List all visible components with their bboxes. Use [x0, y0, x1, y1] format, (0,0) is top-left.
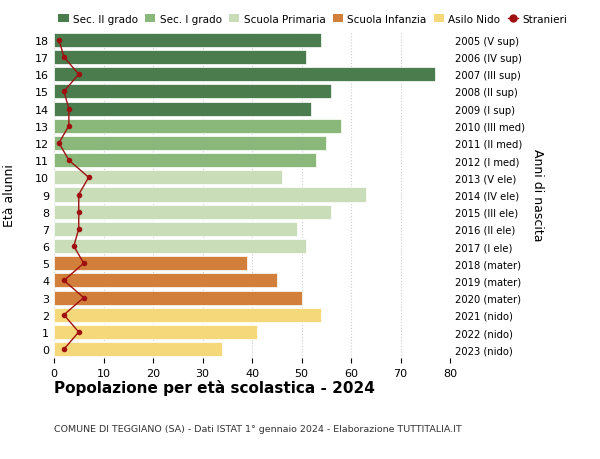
Point	[64, 123, 74, 130]
Bar	[54, 257, 247, 271]
Bar	[54, 85, 331, 99]
Y-axis label: Anni di nascita: Anni di nascita	[532, 149, 544, 241]
Bar	[54, 119, 341, 134]
Y-axis label: Età alunni: Età alunni	[2, 164, 16, 226]
Bar	[54, 274, 277, 288]
Bar	[54, 51, 307, 65]
Point	[74, 208, 83, 216]
Bar	[54, 34, 322, 48]
Bar	[54, 188, 366, 202]
Point	[64, 157, 74, 164]
Bar	[54, 205, 331, 219]
Point	[59, 54, 69, 62]
Bar	[54, 240, 307, 253]
Bar	[54, 102, 311, 116]
Point	[54, 140, 64, 147]
Legend: Sec. II grado, Sec. I grado, Scuola Primaria, Scuola Infanzia, Asilo Nido, Stran: Sec. II grado, Sec. I grado, Scuola Prim…	[54, 11, 571, 29]
Point	[84, 174, 94, 182]
Point	[74, 191, 83, 199]
Text: COMUNE DI TEGGIANO (SA) - Dati ISTAT 1° gennaio 2024 - Elaborazione TUTTITALIA.I: COMUNE DI TEGGIANO (SA) - Dati ISTAT 1° …	[54, 425, 462, 433]
Bar	[54, 222, 296, 236]
Point	[59, 89, 69, 96]
Point	[59, 277, 69, 285]
Point	[74, 71, 83, 78]
Bar	[54, 171, 282, 185]
Point	[69, 243, 79, 250]
Point	[79, 260, 89, 267]
Bar	[54, 325, 257, 339]
Point	[74, 226, 83, 233]
Text: Popolazione per età scolastica - 2024: Popolazione per età scolastica - 2024	[54, 380, 375, 396]
Point	[79, 294, 89, 302]
Point	[64, 106, 74, 113]
Bar	[54, 342, 223, 357]
Point	[54, 37, 64, 45]
Bar	[54, 137, 326, 151]
Bar	[54, 154, 316, 168]
Bar	[54, 68, 435, 82]
Point	[74, 329, 83, 336]
Bar	[54, 291, 302, 305]
Bar	[54, 308, 322, 322]
Point	[59, 312, 69, 319]
Point	[59, 346, 69, 353]
